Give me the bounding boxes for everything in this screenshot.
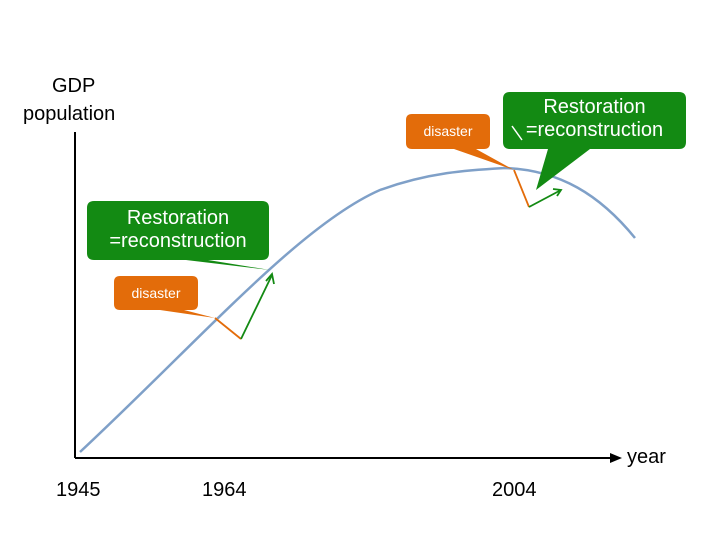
x-tick-label-1964: 1964 bbox=[202, 478, 247, 502]
restoration-callout-2-text: Restoration =reconstruction bbox=[503, 96, 686, 142]
x-axis-title: year bbox=[627, 445, 666, 469]
restoration-rise-arrow-1 bbox=[241, 275, 272, 339]
restoration-callout-1-line2: =reconstruction bbox=[87, 230, 269, 253]
disaster-drop-arrow-2 bbox=[514, 170, 529, 207]
restoration-callout-2-line1: Restoration bbox=[503, 96, 686, 119]
x-tick-label-2004: 2004 bbox=[492, 478, 537, 502]
x-tick-label-1945: 1945 bbox=[56, 478, 101, 502]
disaster-callout-1-text: disaster bbox=[114, 285, 198, 302]
x-axis-arrowhead bbox=[610, 453, 622, 463]
y-axis-title-line2: population bbox=[23, 102, 115, 126]
restoration-rise-arrow-2 bbox=[529, 190, 561, 207]
disaster-callout-2-text: disaster bbox=[406, 123, 490, 140]
y-axis-title-line1: GDP bbox=[52, 74, 95, 98]
restoration-callout-1-line1: Restoration bbox=[87, 207, 269, 230]
disaster-drop-arrow-1 bbox=[215, 318, 241, 339]
restoration-callout-1-text: Restoration =reconstruction bbox=[87, 207, 269, 253]
restoration-callout-2-line2: =reconstruction bbox=[503, 119, 686, 142]
